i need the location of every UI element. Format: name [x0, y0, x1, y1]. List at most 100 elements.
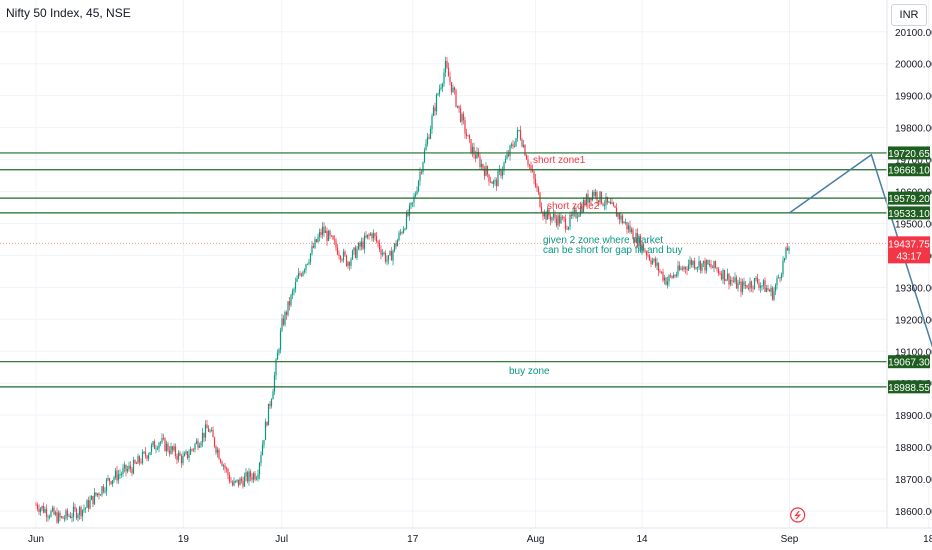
candle-body: [263, 440, 265, 445]
candle-body: [612, 202, 615, 206]
candle-body: [480, 163, 483, 168]
candle-body: [276, 352, 279, 360]
candle-body: [225, 468, 228, 470]
candle-body: [753, 278, 756, 289]
zone-label-text: 19533.10: [888, 209, 930, 220]
candle-body: [773, 291, 775, 300]
candle-body: [224, 465, 226, 469]
zone-label-bg: [888, 355, 930, 369]
candle-body: [123, 464, 126, 469]
candle-body: [140, 462, 142, 464]
candle-body: [285, 312, 288, 316]
candle-body: [170, 446, 172, 454]
candle-body: [53, 507, 55, 515]
candle-body: [741, 281, 744, 293]
candle-body: [162, 437, 165, 439]
candle-body: [513, 146, 516, 148]
candle-body: [441, 83, 444, 88]
candle-body: [471, 146, 474, 154]
candle-body: [462, 114, 465, 120]
candle-body: [201, 432, 204, 443]
dividend-event-icon[interactable]: [790, 507, 806, 523]
candle-body: [210, 430, 213, 432]
candle-body: [440, 87, 442, 89]
candle-body: [551, 217, 553, 221]
candle-body: [668, 275, 670, 282]
candle-body: [564, 218, 567, 229]
candle-body: [383, 252, 385, 254]
candle-body: [782, 260, 784, 275]
annotations: short zone1 short zone2 given 2 zone where…: [509, 155, 683, 377]
zone-lines: [0, 152, 887, 388]
candle-body: [498, 169, 501, 172]
candle-body: [614, 205, 616, 208]
x-axis[interactable]: Jun19Jul17Aug14Sep18Oct16Nov13: [0, 527, 932, 545]
candle-body: [554, 213, 556, 219]
candle-body: [348, 262, 351, 266]
candle-body: [593, 191, 595, 196]
candle-body: [287, 301, 289, 316]
candle-body: [278, 349, 280, 353]
projection-path: [789, 153, 932, 348]
candle-body: [98, 493, 100, 496]
candle-body: [555, 218, 558, 226]
candle-body: [300, 274, 303, 276]
candle-body: [438, 88, 441, 94]
candle-body: [326, 230, 328, 241]
candle-body: [320, 232, 322, 236]
candle-body: [83, 508, 85, 510]
candle-body: [168, 450, 171, 454]
candle-body: [218, 449, 220, 460]
candle-body: [389, 251, 391, 256]
candle-body: [401, 232, 403, 234]
candle-body: [323, 226, 325, 233]
candle-body: [573, 209, 576, 212]
candle-body: [482, 163, 484, 169]
candle-body: [161, 437, 163, 443]
candle-body: [662, 272, 664, 281]
candle-body: [542, 212, 544, 217]
candle-body: [293, 288, 295, 292]
currency-button[interactable]: INR: [891, 4, 927, 26]
candle-body: [45, 509, 48, 517]
candle-body: [576, 216, 579, 218]
candle-body: [515, 138, 517, 147]
candle-body: [261, 444, 264, 456]
candle-body: [309, 253, 312, 262]
candle-body: [603, 205, 606, 207]
candle-body: [422, 162, 424, 173]
candle-body: [405, 212, 408, 229]
candle-body: [695, 267, 697, 269]
candle-body: [776, 277, 778, 286]
candle-body: [71, 516, 73, 519]
candle-body: [426, 137, 429, 144]
candle-body: [749, 281, 751, 289]
candle-body: [390, 251, 393, 261]
candle-body: [216, 449, 219, 453]
candle-body: [617, 213, 619, 217]
candle-body: [191, 449, 193, 451]
projection-line: [789, 153, 932, 348]
candle-body: [485, 166, 487, 176]
candle-body: [203, 432, 205, 438]
candle-body: [648, 255, 651, 261]
candle-body: [59, 512, 61, 518]
candle-body: [296, 278, 298, 282]
candle-body: [398, 232, 400, 241]
zone-label-bg: [888, 206, 930, 220]
x-tick-label: 18: [923, 534, 932, 545]
candle-body: [39, 508, 42, 513]
zone-label-text: 19720.65: [888, 149, 930, 160]
candle-body: [366, 234, 369, 238]
x-tick-label: 14: [636, 534, 648, 545]
candle-body: [693, 260, 696, 269]
candle-body: [708, 263, 711, 265]
candle-body: [453, 87, 456, 90]
candle-body: [264, 421, 267, 441]
candle-body: [128, 465, 130, 470]
candle-body: [48, 516, 51, 518]
y-axis[interactable]: 18600.0018700.0018800.0018900.0019000.00…: [886, 0, 932, 528]
candle-body: [458, 105, 460, 109]
candle-body: [113, 477, 115, 481]
